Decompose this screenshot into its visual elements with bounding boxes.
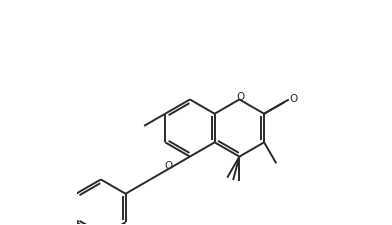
Text: O: O xyxy=(236,92,245,102)
Text: O: O xyxy=(165,161,173,171)
Text: O: O xyxy=(290,94,298,104)
